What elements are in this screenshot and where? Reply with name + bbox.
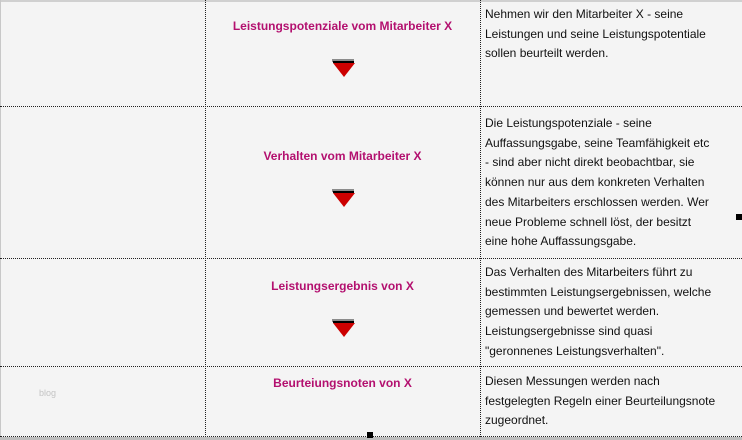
description-line: des Mitarbeiters erschlossen werden. Wer [485, 194, 709, 209]
column-divider [205, 0, 206, 437]
row-description: Diesen Messungen werden nach festgelegten… [485, 372, 740, 431]
row-divider [0, 106, 742, 107]
top-border [0, 0, 742, 2]
description-line: festgelegten Regeln einer Beurteilungsno… [485, 393, 716, 408]
row-title: Leistungsergebnis von X [271, 279, 414, 293]
row-title: Beurteiungsnoten von X [273, 376, 412, 390]
row-divider [0, 366, 742, 367]
description-line: Diesen Messungen werden nach [485, 374, 660, 388]
down-arrow-icon [332, 319, 355, 337]
description-line: eine hohe Auffassungsgabe. [485, 234, 637, 249]
description-line: - sind aber nicht direkt beobachtbar, si… [485, 155, 695, 170]
description-line: zugeordnet. [485, 413, 549, 428]
row-title: Verhalten vom Mitarbeiter X [263, 149, 422, 163]
row-description: Die Leistungspotenziale - seine Auffassun… [485, 114, 740, 252]
resize-handle[interactable] [367, 432, 373, 438]
watermark: blog [39, 388, 57, 398]
description-line: Nehmen wir den Mitarbeiter X - seine [485, 7, 684, 21]
resize-handle[interactable] [736, 214, 742, 220]
description-line: Leistungsergebnisse sind quasi [485, 324, 653, 339]
bottom-border [0, 437, 742, 440]
row-description: Nehmen wir den Mitarbeiter X - seine Leis… [485, 5, 740, 64]
down-arrow-icon [332, 59, 355, 77]
description-line: "geronnenes Leistungsverhalten". [485, 343, 665, 358]
row-divider [0, 258, 742, 259]
row-title: Leistungspotenziale vom Mitarbeiter X [232, 19, 453, 33]
column-divider [480, 0, 481, 437]
description-line: Leistungen und seine Leistungspotentiale [485, 26, 706, 41]
description-line: Die Leistungspotenziale - seine [485, 116, 652, 130]
description-line: Auffassungsgabe, seine Teamfähigkeit etc [485, 135, 710, 150]
left-border [0, 0, 1, 440]
description-line: neue Probleme schnell löst, der besitzt [485, 214, 692, 229]
description-line: gemessen und bewertet werden. [485, 304, 660, 319]
row-description: Das Verhalten des Mitarbeiters führt zu b… [485, 263, 740, 362]
down-arrow-icon [332, 189, 355, 207]
description-line: können nur aus dem konkreten Verhalten [485, 175, 705, 190]
description-line: bestimmten Leistungsergebnissen, welche [485, 284, 712, 299]
description-line: Das Verhalten des Mitarbeiters führt zu [485, 265, 693, 279]
description-line: sollen beurteilt werden. [485, 46, 609, 61]
